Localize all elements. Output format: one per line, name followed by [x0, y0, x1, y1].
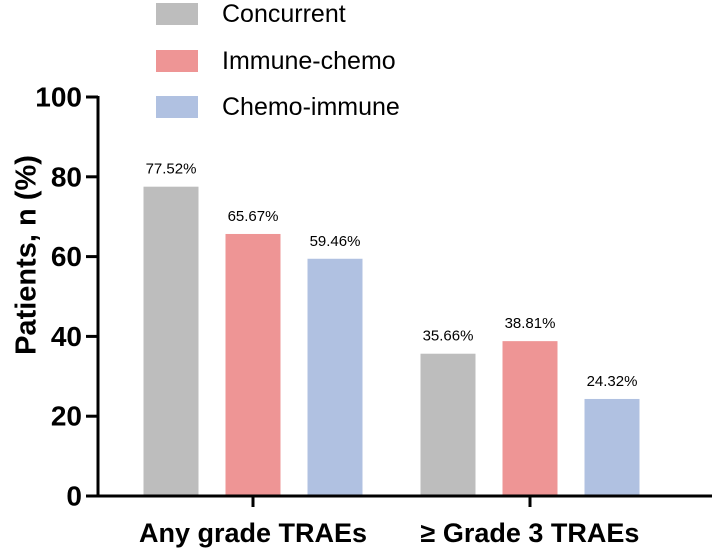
y-tick-label: 20 [51, 401, 82, 432]
legend-label: Concurrent [222, 0, 346, 28]
legend: Concurrent Immune-chemo Chemo-immune [156, 0, 400, 121]
y-tick-label: 100 [35, 82, 82, 113]
x-axis-ticks: Any grade TRAEs ≥ Grade 3 TRAEs [139, 496, 639, 548]
data-label: 65.67% [228, 208, 279, 225]
legend-swatch [156, 3, 198, 25]
legend-swatch [156, 96, 198, 118]
data-label: 35.66% [423, 328, 474, 345]
bar [307, 258, 363, 496]
bars [143, 186, 640, 497]
bar [584, 398, 640, 496]
y-tick-label: 80 [51, 161, 82, 192]
data-label: 77.52% [146, 161, 197, 178]
bar [502, 341, 558, 496]
y-tick-label: 40 [51, 321, 82, 352]
legend-label: Immune-chemo [222, 47, 396, 75]
bar [143, 186, 199, 497]
legend-label: Chemo-immune [222, 93, 400, 121]
legend-swatch [156, 50, 198, 72]
data-label: 59.46% [310, 233, 361, 250]
bar [225, 233, 281, 497]
data-label: 38.81% [505, 315, 556, 332]
y-axis-label: Patients, n (%) [11, 155, 43, 355]
x-category-label: Any grade TRAEs [139, 518, 367, 548]
data-labels: 77.52% 35.66% 65.67% 38.81% 59.46% 24.32% [146, 161, 638, 390]
data-label: 24.32% [587, 373, 638, 390]
y-tick-label: 60 [51, 241, 82, 272]
bar [420, 353, 476, 496]
y-tick-label: 0 [66, 481, 82, 512]
y-axis-ticks: 0 20 40 60 80 100 [35, 82, 98, 512]
x-category-label: ≥ Grade 3 TRAEs [421, 518, 640, 548]
